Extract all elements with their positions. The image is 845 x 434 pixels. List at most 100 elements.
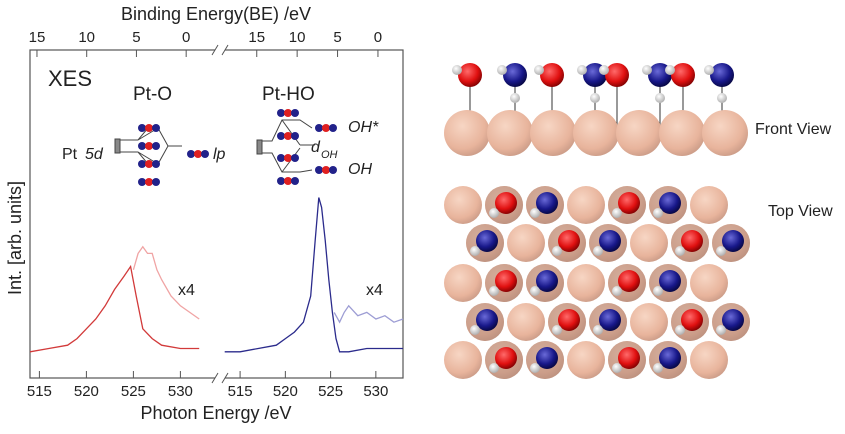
orbital-label: d bbox=[311, 139, 321, 156]
atom bbox=[653, 286, 663, 296]
panel-title: Pt-O bbox=[133, 84, 172, 105]
figure: Binding Energy(BE) /eV Photon Energy /eV… bbox=[0, 0, 845, 429]
orbital-label: lp bbox=[213, 146, 226, 163]
x-tick-label: 520 bbox=[74, 383, 99, 400]
axis-break bbox=[215, 373, 225, 383]
atom bbox=[497, 65, 507, 75]
atom bbox=[675, 325, 685, 335]
orbital-label: 5d bbox=[85, 146, 104, 163]
atom bbox=[444, 110, 490, 156]
x2-tick-label: 15 bbox=[248, 29, 265, 46]
spectrum bbox=[334, 306, 403, 322]
atom bbox=[458, 63, 482, 87]
atom bbox=[616, 110, 662, 156]
panel-label: XES bbox=[48, 66, 92, 91]
orbital-dot bbox=[329, 124, 337, 132]
scale-label: x4 bbox=[178, 282, 195, 299]
atom bbox=[489, 363, 499, 373]
y-label: Int. [arb. units] bbox=[5, 181, 25, 295]
atom bbox=[659, 110, 705, 156]
atom bbox=[552, 246, 562, 256]
orbital-dot bbox=[322, 166, 330, 174]
atom bbox=[593, 325, 603, 335]
atom bbox=[702, 110, 748, 156]
orbital-dot bbox=[145, 178, 153, 186]
atom bbox=[690, 264, 728, 302]
atom bbox=[577, 65, 587, 75]
orbital-dot bbox=[152, 178, 160, 186]
x2-tick-label: 10 bbox=[78, 29, 95, 46]
x-tick-label: 515 bbox=[27, 383, 52, 400]
axis-break bbox=[215, 45, 225, 55]
spectrum bbox=[30, 267, 199, 352]
atom bbox=[710, 63, 734, 87]
atom bbox=[567, 341, 605, 379]
orbital-dot bbox=[291, 132, 299, 140]
orbital-dot bbox=[277, 154, 285, 162]
surface-model bbox=[444, 63, 750, 379]
orbital-dot bbox=[291, 109, 299, 117]
atom bbox=[690, 341, 728, 379]
atom bbox=[593, 246, 603, 256]
atom bbox=[489, 286, 499, 296]
orbital-dot bbox=[152, 142, 160, 150]
orbital-dot bbox=[284, 132, 292, 140]
atom bbox=[552, 325, 562, 335]
atom bbox=[590, 93, 600, 103]
orbital-dot bbox=[145, 142, 153, 150]
atom bbox=[530, 208, 540, 218]
panel-title: Pt-HO bbox=[262, 84, 315, 105]
atom bbox=[507, 303, 545, 341]
x2-tick-label: 0 bbox=[182, 29, 190, 46]
x-label: Photon Energy /eV bbox=[140, 403, 291, 423]
atom bbox=[655, 93, 665, 103]
orbital-label: OH* bbox=[348, 119, 379, 136]
atom bbox=[470, 325, 480, 335]
break-mark bbox=[212, 45, 228, 383]
atom bbox=[530, 286, 540, 296]
atom bbox=[642, 65, 652, 75]
orbital-dot bbox=[187, 150, 195, 158]
x-tick-label: 530 bbox=[363, 383, 388, 400]
orbital-dot bbox=[201, 150, 209, 158]
atom bbox=[452, 65, 462, 75]
atom bbox=[716, 246, 726, 256]
spectrum bbox=[225, 198, 403, 352]
x2-tick-label: 15 bbox=[29, 29, 46, 46]
x-tick-label: 515 bbox=[228, 383, 253, 400]
orbital-dot bbox=[138, 160, 146, 168]
orbital-dot bbox=[329, 166, 337, 174]
orbital-dot bbox=[138, 142, 146, 150]
view-label: Front View bbox=[755, 121, 832, 138]
x-tick-label: 525 bbox=[318, 383, 343, 400]
atom bbox=[671, 63, 695, 87]
x2-tick-label: 5 bbox=[132, 29, 140, 46]
atom bbox=[567, 186, 605, 224]
x2-label: Binding Energy(BE) /eV bbox=[121, 4, 311, 24]
atom bbox=[653, 363, 663, 373]
orbital-dot bbox=[284, 177, 292, 185]
orbital-dot bbox=[315, 124, 323, 132]
atom bbox=[540, 63, 564, 87]
atom bbox=[444, 264, 482, 302]
orbital-dot bbox=[291, 154, 299, 162]
view-label: Top View bbox=[768, 203, 833, 220]
x-tick-label: 530 bbox=[168, 383, 193, 400]
orbital-dot bbox=[145, 160, 153, 168]
x2-tick-label: 10 bbox=[289, 29, 306, 46]
orbital-dot bbox=[291, 177, 299, 185]
orbital-dot bbox=[277, 177, 285, 185]
orbital-dot bbox=[322, 124, 330, 132]
orbital-dot bbox=[138, 178, 146, 186]
atom bbox=[717, 93, 727, 103]
atom bbox=[612, 208, 622, 218]
atom bbox=[567, 264, 605, 302]
atom bbox=[716, 325, 726, 335]
atom bbox=[653, 208, 663, 218]
orbital-dot bbox=[277, 109, 285, 117]
orbital-dot bbox=[284, 154, 292, 162]
orbital-dot bbox=[277, 132, 285, 140]
atom bbox=[444, 341, 482, 379]
x-tick-label: 525 bbox=[121, 383, 146, 400]
atom bbox=[665, 65, 675, 75]
